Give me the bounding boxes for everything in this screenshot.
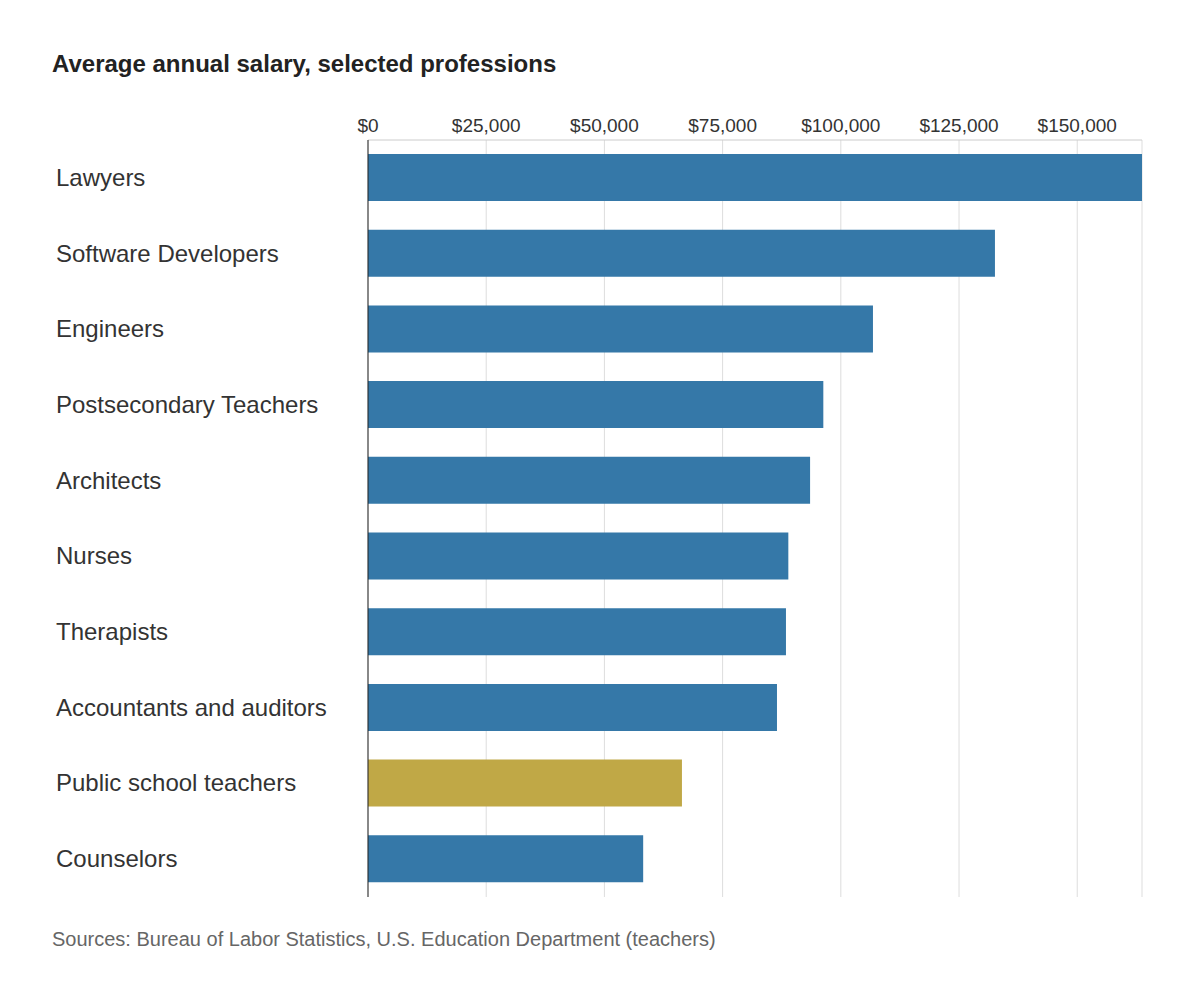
svg-text:$100,000: $100,000 <box>801 115 880 136</box>
svg-text:$125,000: $125,000 <box>919 115 998 136</box>
svg-text:$0: $0 <box>357 115 378 136</box>
svg-text:$150,000: $150,000 <box>1038 115 1117 136</box>
svg-text:$75,000: $75,000 <box>688 115 757 136</box>
svg-text:$50,000: $50,000 <box>570 115 639 136</box>
svg-text:Nurses: Nurses <box>56 542 132 569</box>
svg-text:Engineers: Engineers <box>56 315 164 342</box>
svg-text:Therapists: Therapists <box>56 618 168 645</box>
html-text:Sources: Bureau of Labor Stati: Sources: Bureau of Labor Statistics, U.S… <box>52 928 716 950</box>
svg-text:Software Developers: Software Developers <box>56 240 279 267</box>
svg-text:$25,000: $25,000 <box>452 115 521 136</box>
svg-text:Public school teachers: Public school teachers <box>56 769 296 796</box>
svg-text:Counselors: Counselors <box>56 845 177 872</box>
svg-text:Accountants and auditors: Accountants and auditors <box>56 694 327 721</box>
svg-text:Lawyers: Lawyers <box>56 164 145 191</box>
html-text:Average annual salary, selecte: Average annual salary, selected professi… <box>52 50 557 77</box>
svg-text:Architects: Architects <box>56 467 161 494</box>
svg-text:Postsecondary Teachers: Postsecondary Teachers <box>56 391 318 418</box>
